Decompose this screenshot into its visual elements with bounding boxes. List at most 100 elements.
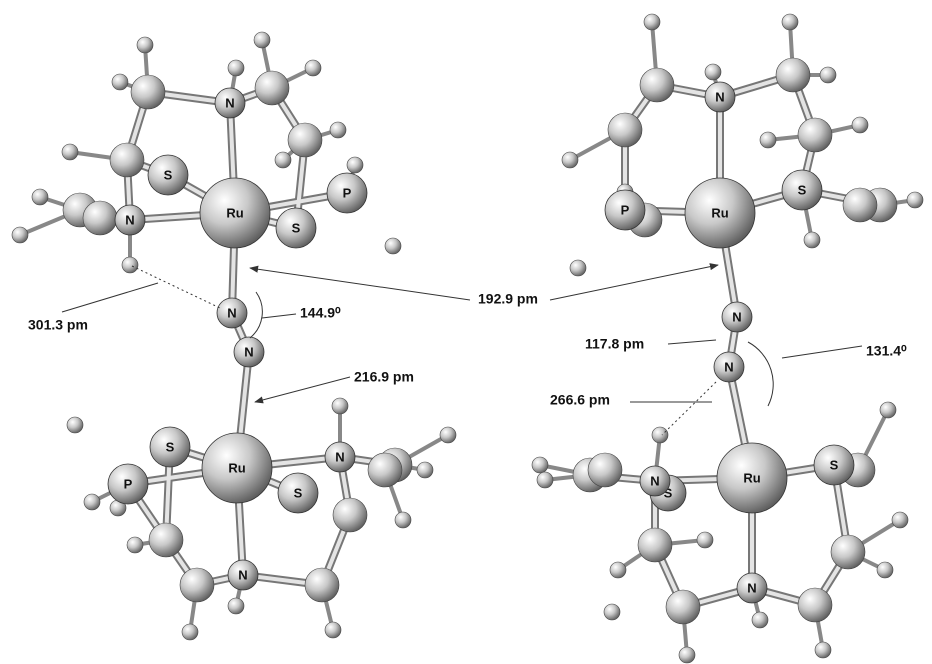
hydrogen-atom <box>892 512 908 528</box>
atom-label: N <box>238 567 247 582</box>
atom-label: S <box>292 220 301 235</box>
annotations <box>62 265 862 435</box>
hydrogen-atom <box>532 457 548 473</box>
carbon-atom <box>608 113 642 147</box>
hydrogen-atom <box>84 494 100 510</box>
hydrogen-atom <box>760 132 776 148</box>
atom-label: N <box>747 580 756 595</box>
hydrogen-atom <box>347 157 363 173</box>
carbon-atom <box>588 453 622 487</box>
molecule-figure: NSRuSPNNNSRuNSPNNPRuSNNSNRuSN 301.3 pm 1… <box>0 0 932 664</box>
hydrogen-atom <box>67 417 83 433</box>
hydrogen-atom <box>652 427 668 443</box>
atom-label: Ru <box>226 205 243 220</box>
hydrogen-atom <box>12 227 28 243</box>
atom-label: N <box>724 359 733 374</box>
angle-label: 131.4⁰ <box>866 343 907 359</box>
leader-line <box>668 340 716 344</box>
atom-label: S <box>294 485 303 500</box>
hydrogen-atom <box>705 64 721 80</box>
carbon-atom <box>149 523 183 557</box>
hydrogen-atom <box>112 74 128 90</box>
carbon-atom <box>831 535 865 569</box>
carbon-atom <box>333 498 367 532</box>
hydrogen-atom <box>32 189 48 205</box>
hydrogen-atom <box>228 60 244 76</box>
carbon-atom <box>666 590 700 624</box>
angle-arc <box>250 292 262 338</box>
carbon-atom <box>288 123 322 157</box>
bonds <box>80 75 880 607</box>
atom-label: P <box>621 202 630 217</box>
atom-label: Ru <box>743 470 760 485</box>
hydrogen-atom <box>804 232 820 248</box>
atom-label: N <box>227 305 236 320</box>
carbon-atom <box>83 201 117 235</box>
hydrogen-atom <box>752 612 768 628</box>
hydrogen-atom <box>610 562 626 578</box>
atom-label: P <box>343 185 352 200</box>
carbon-atom <box>180 568 214 602</box>
hydrogen-atom <box>395 512 411 528</box>
contact-line <box>662 382 716 435</box>
carbon-atom <box>798 588 832 622</box>
hydrogen-atom <box>604 604 620 620</box>
atom-label: S <box>166 439 175 454</box>
angle-arc <box>748 342 773 406</box>
hydrogen-atom <box>385 238 401 254</box>
atom-label: N <box>732 309 741 324</box>
hydrogen-atom <box>820 67 836 83</box>
carbon-atom <box>798 118 832 152</box>
atom-label: N <box>715 89 724 104</box>
carbon-atom <box>368 453 402 487</box>
atom-label: S <box>798 182 807 197</box>
leader-line <box>62 283 158 312</box>
hydrogen-atom <box>122 257 138 273</box>
measurement-labels: 301.3 pm 144.9⁰ 192.9 pm 216.9 pm 117.8 … <box>28 291 907 408</box>
carbon-atom <box>776 58 810 92</box>
hydrogen-atom <box>562 152 578 168</box>
atom-label: N <box>335 449 344 464</box>
hydrogen-atom <box>537 472 553 488</box>
atom-label: N <box>650 473 659 488</box>
hydrogen-atom <box>182 624 198 640</box>
hydrogen-atom <box>62 144 78 160</box>
carbon-atom <box>305 568 339 602</box>
hydrogen-atom <box>305 60 321 76</box>
hydrogen-atom <box>330 122 346 138</box>
hydrogen-atom <box>417 462 433 478</box>
hydrogen-atom <box>440 427 456 443</box>
carbon-atom <box>843 188 877 222</box>
carbon-atom <box>110 143 144 177</box>
hydrogen-atom <box>137 37 153 53</box>
atom-label: Ru <box>228 460 245 475</box>
carbon-atom <box>640 68 674 102</box>
atom-label: S <box>830 457 839 472</box>
hydrogen-atom <box>815 642 831 658</box>
hydrogen-atom <box>852 117 868 133</box>
hydrogen-atom <box>782 14 798 30</box>
carbon-atom <box>638 528 672 562</box>
hydrogen-atom <box>275 152 291 168</box>
hydrogen-atom <box>907 192 923 208</box>
atom-label: N <box>225 95 234 110</box>
carbon-atom <box>255 71 289 105</box>
atom-label: N <box>244 344 253 359</box>
hydrogen-atom <box>127 537 143 553</box>
hydrogen-atom <box>880 402 896 418</box>
hydrogen-atom <box>679 647 695 663</box>
arrow <box>250 268 470 300</box>
distance-label: 192.9 pm <box>478 291 538 307</box>
hydrogen-atom <box>877 562 893 578</box>
angle-label: 144.9⁰ <box>300 305 341 321</box>
hydrogen-atom <box>325 622 341 638</box>
hydrogen-atom <box>228 598 244 614</box>
distance-label: 301.3 pm <box>28 317 88 333</box>
distance-label: 117.8 pm <box>585 336 644 352</box>
distance-label: 216.9 pm <box>354 369 414 385</box>
carbon-atom <box>131 75 165 109</box>
hydrogen-atom <box>254 32 270 48</box>
hydrogen-atom <box>697 532 713 548</box>
arrow <box>255 377 350 402</box>
